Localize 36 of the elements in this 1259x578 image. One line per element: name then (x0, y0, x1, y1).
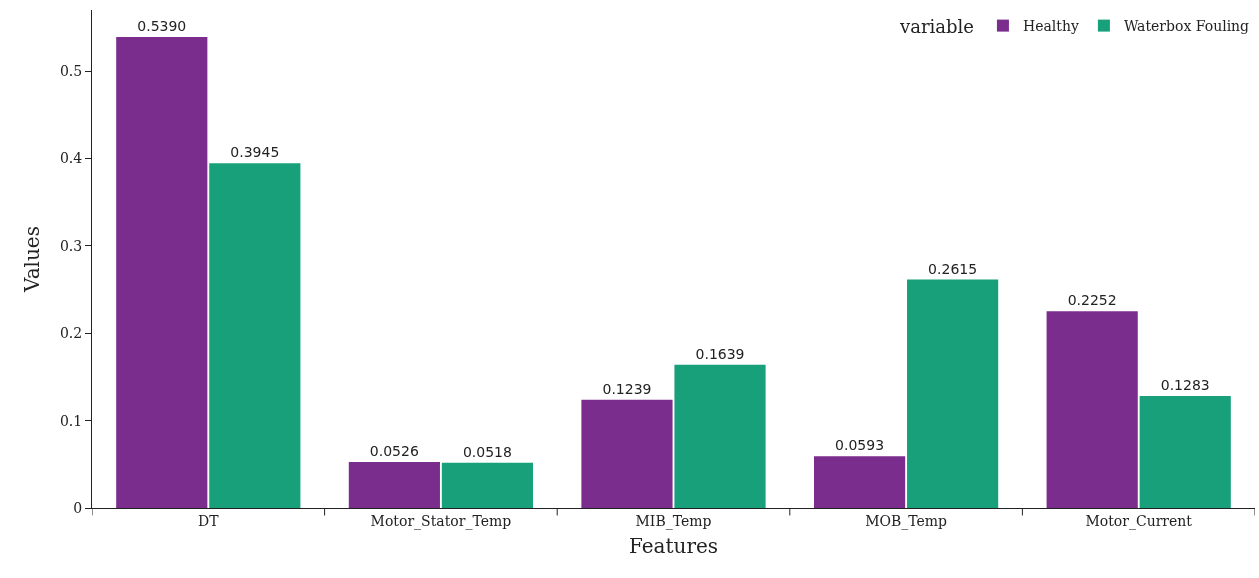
text: 0.0518 (462, 443, 512, 460)
x-tick-label: DT (198, 512, 220, 529)
legend-title: variable (899, 16, 974, 38)
bar (1046, 311, 1138, 508)
y-tick-label: 0.5 (59, 63, 83, 80)
x-tick-label: Motor_Current (1085, 512, 1193, 530)
x-tick-label: Motor_Stator_Temp (370, 512, 512, 530)
y-tick-label: 0.1 (59, 412, 83, 429)
text: 0.2252 (1067, 292, 1117, 309)
bar (907, 279, 999, 508)
x-tick-label: MOB_Temp (865, 512, 948, 530)
bar (116, 37, 208, 508)
bar (348, 462, 440, 508)
legend-label: Healthy (1022, 18, 1079, 35)
text: 0.1283 (1160, 376, 1210, 393)
text: 0.3945 (230, 144, 280, 161)
text: 0.1639 (695, 345, 745, 362)
y-tick-label: 0.4 (59, 150, 83, 167)
legend-label: Waterbox Fouling (1123, 18, 1250, 35)
y-tick-label: 0.2 (59, 325, 83, 342)
text: 0.0526 (369, 443, 419, 460)
y-tick-label: 0 (73, 499, 83, 516)
bar (1139, 395, 1231, 508)
bar (674, 364, 766, 508)
bar (581, 399, 673, 508)
text: 0.2615 (928, 260, 978, 277)
bar (441, 462, 534, 508)
x-axis-title: Features (628, 534, 719, 559)
y-axis-title: Values (20, 226, 45, 293)
bar (209, 163, 301, 508)
text: 0.0593 (835, 437, 885, 454)
text: 0.1239 (602, 380, 652, 397)
bar (813, 456, 906, 508)
text: 0.5390 (137, 18, 187, 35)
x-tick-label: MIB_Temp (635, 512, 712, 530)
y-tick-label: 0.3 (59, 237, 83, 254)
